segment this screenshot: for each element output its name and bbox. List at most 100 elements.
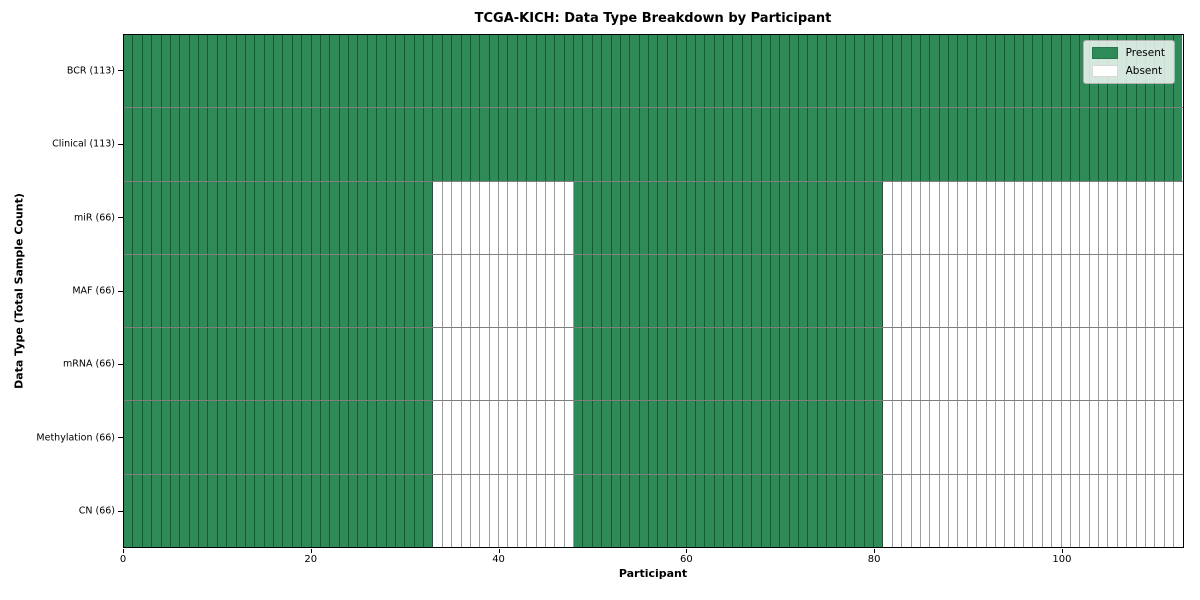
- cell-present: [377, 328, 387, 401]
- x-axis-label: Participant: [618, 567, 688, 580]
- heatmap-row-clinical: [124, 108, 1183, 182]
- cell-present: [161, 474, 171, 547]
- cell-present: [320, 181, 331, 254]
- cell-present: [874, 328, 884, 401]
- cell-present: [649, 254, 659, 328]
- legend-label: Present: [1125, 46, 1165, 59]
- cell-present: [264, 401, 274, 474]
- cell-present: [217, 328, 228, 401]
- cell-present: [817, 108, 828, 181]
- heatmap-row-methylation: [124, 401, 1183, 475]
- cell-present: [639, 474, 649, 547]
- cell-present: [817, 181, 828, 254]
- cell-present: [817, 35, 828, 108]
- cell-present: [770, 401, 781, 474]
- cell-present: [377, 181, 387, 254]
- cell-present: [386, 35, 396, 108]
- cell-present: [733, 181, 743, 254]
- cell-absent: [1005, 254, 1015, 328]
- cell-absent: [977, 474, 987, 547]
- cell-absent: [1052, 474, 1062, 547]
- cell-absent: [1089, 474, 1099, 547]
- cell-present: [920, 108, 931, 181]
- heatmap-row-bcr: [124, 35, 1183, 109]
- cell-absent: [986, 254, 996, 328]
- cell-present: [611, 328, 621, 401]
- cell-present: [292, 474, 303, 547]
- cell-absent: [892, 254, 903, 328]
- cell-absent: [977, 328, 987, 401]
- cell-present: [799, 181, 809, 254]
- cell-present: [939, 35, 949, 108]
- cell-absent: [1117, 254, 1128, 328]
- cell-present: [770, 35, 781, 108]
- cell-present: [592, 254, 603, 328]
- cell-absent: [1155, 474, 1165, 547]
- cell-present: [686, 108, 696, 181]
- cell-absent: [1145, 474, 1156, 547]
- cell-present: [274, 328, 284, 401]
- cell-present: [274, 474, 284, 547]
- heatmap-row-mrna: [124, 328, 1183, 402]
- cell-present: [752, 474, 762, 547]
- cell-present: [845, 108, 856, 181]
- cell-present: [508, 108, 518, 181]
- cell-present: [742, 401, 753, 474]
- cell-present: [264, 108, 274, 181]
- cell-absent: [1136, 328, 1146, 401]
- cell-absent: [1042, 254, 1053, 328]
- cell-absent: [1014, 254, 1024, 328]
- cell-absent: [555, 401, 565, 474]
- cell-present: [424, 328, 434, 401]
- cell-absent: [1089, 328, 1099, 401]
- cell-absent: [883, 474, 893, 547]
- cell-present: [124, 108, 134, 181]
- cell-present: [705, 474, 715, 547]
- cell-present: [752, 401, 762, 474]
- cell-present: [874, 181, 884, 254]
- cell-present: [311, 181, 321, 254]
- y-tick-label: CN (66): [78, 505, 115, 517]
- cell-absent: [1042, 401, 1053, 474]
- cell-present: [358, 254, 368, 328]
- cell-present: [217, 108, 228, 181]
- y-tick-mark: [118, 143, 123, 145]
- cell-present: [639, 181, 649, 254]
- cell-absent: [949, 328, 959, 401]
- cell-present: [827, 181, 837, 254]
- cell-absent: [1174, 401, 1183, 474]
- cell-absent: [911, 254, 921, 328]
- cell-absent: [1014, 328, 1024, 401]
- cell-present: [649, 35, 659, 108]
- cell-present: [799, 401, 809, 474]
- cell-present: [799, 108, 809, 181]
- cell-present: [349, 254, 359, 328]
- cell-present: [808, 474, 818, 547]
- y-tick-label: BCR (113): [66, 65, 115, 77]
- cell-present: [470, 108, 481, 181]
- cell-absent: [452, 401, 462, 474]
- cell-absent: [1174, 474, 1183, 547]
- cell-present: [1108, 108, 1118, 181]
- cell-present: [452, 35, 462, 108]
- cell-absent: [1033, 254, 1043, 328]
- cell-absent: [517, 181, 528, 254]
- y-tick-label: MAF (66): [72, 285, 115, 297]
- cell-present: [845, 328, 856, 401]
- cell-absent: [1136, 474, 1146, 547]
- cell-absent: [939, 181, 949, 254]
- cell-present: [949, 35, 959, 108]
- cell-present: [611, 181, 621, 254]
- cell-absent: [883, 328, 893, 401]
- cell-absent: [489, 328, 499, 401]
- cell-present: [245, 401, 256, 474]
- cell-present: [189, 35, 199, 108]
- cell-present: [855, 108, 865, 181]
- cell-absent: [461, 254, 471, 328]
- cell-present: [733, 108, 743, 181]
- cell-absent: [499, 401, 509, 474]
- cell-absent: [1080, 328, 1090, 401]
- cell-present: [733, 474, 743, 547]
- cell-absent: [1164, 401, 1174, 474]
- cell-present: [349, 35, 359, 108]
